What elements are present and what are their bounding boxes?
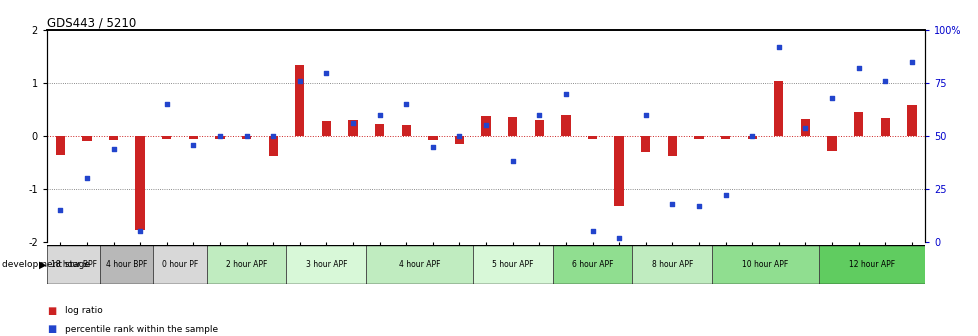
Text: ■: ■	[47, 306, 56, 316]
Point	[424, 144, 440, 149]
Bar	[215, 136, 224, 139]
Point	[531, 112, 547, 118]
Point	[372, 112, 387, 118]
Bar	[162, 136, 171, 139]
Point	[212, 133, 228, 139]
Point	[477, 123, 493, 128]
Bar	[375, 124, 384, 136]
Point	[185, 142, 201, 147]
Point	[79, 176, 95, 181]
Point	[398, 101, 414, 107]
Bar	[348, 120, 357, 136]
Bar	[427, 136, 437, 140]
Bar	[818, 245, 924, 284]
Bar	[154, 245, 206, 284]
Point	[610, 235, 626, 240]
Point	[106, 146, 121, 152]
Bar	[853, 112, 863, 136]
Point	[717, 193, 733, 198]
Point	[771, 44, 786, 50]
Point	[584, 228, 600, 234]
Text: percentile rank within the sample: percentile rank within the sample	[65, 325, 217, 334]
Bar	[632, 245, 712, 284]
Bar	[322, 121, 331, 136]
Point	[505, 159, 520, 164]
Text: ▶: ▶	[39, 260, 47, 269]
Bar	[56, 136, 65, 155]
Bar	[552, 245, 632, 284]
Bar	[712, 245, 818, 284]
Bar	[879, 118, 889, 136]
Bar	[366, 245, 472, 284]
Bar	[826, 136, 836, 151]
Point	[239, 133, 254, 139]
Point	[132, 228, 148, 234]
Text: 4 hour APF: 4 hour APF	[398, 260, 440, 269]
Bar	[47, 245, 100, 284]
Text: 4 hour BPF: 4 hour BPF	[106, 260, 148, 269]
Text: GDS443 / 5210: GDS443 / 5210	[47, 16, 136, 29]
Text: 0 hour PF: 0 hour PF	[161, 260, 198, 269]
Text: 3 hour APF: 3 hour APF	[305, 260, 347, 269]
Point	[823, 95, 839, 101]
Bar	[206, 245, 287, 284]
Point	[53, 207, 68, 213]
Bar	[560, 115, 570, 136]
Text: log ratio: log ratio	[65, 306, 103, 315]
Bar	[472, 245, 552, 284]
Bar	[641, 136, 649, 152]
Bar	[587, 136, 597, 139]
Text: ■: ■	[47, 324, 56, 334]
Point	[876, 78, 892, 84]
Bar	[907, 106, 915, 136]
Bar	[287, 245, 366, 284]
Bar	[401, 125, 411, 136]
Point	[291, 78, 307, 84]
Bar	[242, 136, 251, 139]
Bar	[614, 136, 623, 206]
Bar	[481, 116, 490, 136]
Bar	[268, 136, 278, 156]
Text: 5 hour APF: 5 hour APF	[491, 260, 533, 269]
Point	[345, 121, 361, 126]
Point	[557, 91, 573, 96]
Point	[664, 201, 680, 207]
Bar	[800, 119, 809, 136]
Bar	[720, 136, 730, 139]
Bar	[109, 136, 118, 140]
Bar	[667, 136, 677, 156]
Text: 8 hour APF: 8 hour APF	[651, 260, 692, 269]
Point	[158, 101, 174, 107]
Bar	[774, 81, 782, 136]
Bar	[534, 120, 544, 136]
Bar	[294, 65, 304, 136]
Text: 18 hour BPF: 18 hour BPF	[51, 260, 97, 269]
Point	[743, 133, 759, 139]
Bar	[747, 136, 756, 139]
Text: 6 hour APF: 6 hour APF	[571, 260, 612, 269]
Bar	[508, 117, 516, 136]
Point	[850, 66, 866, 71]
Point	[451, 133, 467, 139]
Text: 10 hour APF: 10 hour APF	[741, 260, 788, 269]
Text: development stage: development stage	[2, 260, 90, 269]
Point	[318, 70, 333, 75]
Bar	[189, 136, 198, 139]
Bar	[693, 136, 703, 139]
Point	[903, 59, 918, 65]
Text: 12 hour APF: 12 hour APF	[848, 260, 894, 269]
Bar	[135, 136, 145, 230]
Point	[797, 125, 813, 130]
Point	[690, 203, 706, 209]
Bar	[100, 245, 154, 284]
Bar	[82, 136, 92, 141]
Point	[265, 133, 281, 139]
Text: 2 hour APF: 2 hour APF	[226, 260, 267, 269]
Bar	[455, 136, 464, 144]
Point	[638, 112, 653, 118]
